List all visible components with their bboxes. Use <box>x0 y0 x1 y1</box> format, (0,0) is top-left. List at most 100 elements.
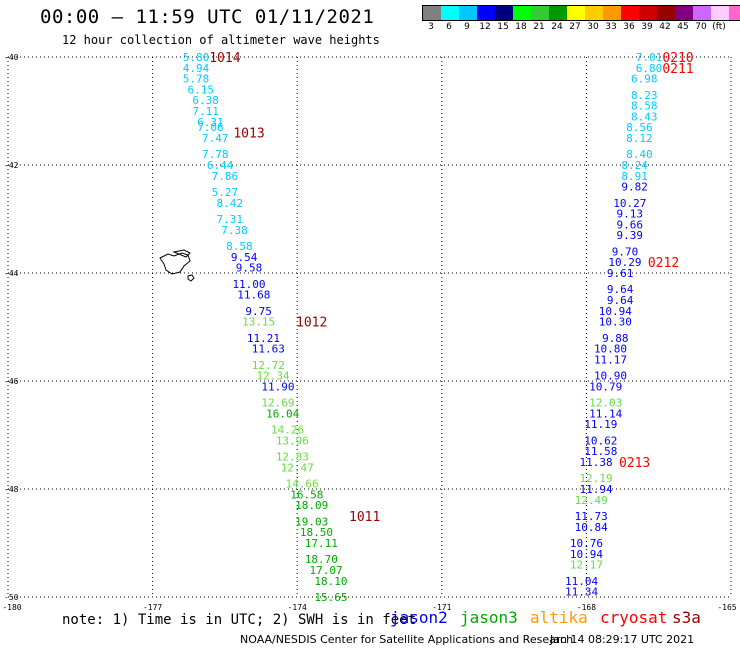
time-annotation: 1014 <box>209 51 240 66</box>
color-swatch <box>621 6 639 20</box>
wave-height-point: 10.84 <box>575 521 608 534</box>
color-swatch <box>423 6 441 20</box>
credit-line: NOAA/NESDIS Center for Satellite Applica… <box>240 633 574 646</box>
wave-height-point: 18.50 <box>300 526 333 539</box>
color-swatch <box>729 6 740 20</box>
wave-height-point: 11.90 <box>261 380 294 393</box>
x-tick-label: -165 <box>717 603 736 612</box>
color-scale-label: 9 <box>464 22 470 32</box>
wave-height-point: 9.39 <box>617 229 644 242</box>
wave-height-point: 10.30 <box>599 316 632 329</box>
wave-height-point: 9.61 <box>607 267 634 280</box>
time-annotation: 1011 <box>349 510 380 525</box>
wave-height-point: 12.72 <box>252 359 285 372</box>
wave-height-point: 11.19 <box>584 418 617 431</box>
wave-height-point: 12.34 <box>257 370 290 383</box>
legend-entry: jason2 <box>390 608 448 627</box>
color-swatch <box>531 6 549 20</box>
wave-height-point: 8.23 <box>631 89 658 102</box>
chatham-islands-outline <box>159 249 195 282</box>
y-tick-label: -42 <box>4 161 19 170</box>
wave-height-point: 5.27 <box>212 186 239 199</box>
wave-height-point: 11.94 <box>579 483 612 496</box>
color-swatch <box>495 6 513 20</box>
wave-height-point: 6.44 <box>207 159 234 172</box>
color-scale-label: (ft) <box>712 22 726 32</box>
legend-entry: jason3 <box>460 608 518 627</box>
wave-height-point: 6.80 <box>636 62 663 75</box>
x-tick-label: -174 <box>288 603 307 612</box>
wave-height-point: 16.04 <box>266 407 299 420</box>
island-shape <box>159 252 191 275</box>
y-tick-label: -40 <box>4 53 19 62</box>
color-swatch <box>585 6 603 20</box>
wave-height-point: 7.86 <box>212 170 239 183</box>
wave-height-point: 11.63 <box>252 343 285 356</box>
wave-height-point: 15.65 <box>314 591 347 604</box>
wave-height-point: 7.01 <box>636 51 663 64</box>
wave-height-point: 10.90 <box>594 370 627 383</box>
wave-height-point: 6.15 <box>188 83 215 96</box>
wave-height-point: 11.34 <box>565 586 598 599</box>
wave-height-point: 18.70 <box>305 553 338 566</box>
wave-height-point: 11.04 <box>565 575 598 588</box>
wave-height-point: 17.11 <box>305 537 338 550</box>
time-annotation: 1012 <box>296 316 327 331</box>
wave-height-point: 5.80 <box>183 51 210 64</box>
color-scale-label: 24 <box>551 22 563 32</box>
legend-entry: cryosat <box>600 608 668 627</box>
legend-entry: altika <box>530 608 588 627</box>
wave-height-point: 12.03 <box>589 397 622 410</box>
color-swatch <box>459 6 477 20</box>
time-annotation: 0212 <box>648 256 679 271</box>
color-scale-label: 27 <box>569 22 581 32</box>
wave-height-point: 10.29 <box>608 256 641 269</box>
wave-height-point: 8.58 <box>226 240 253 253</box>
wave-height-point: 10.94 <box>570 548 603 561</box>
time-annotation: 0211 <box>662 62 693 77</box>
wave-height-point: 10.27 <box>613 197 646 210</box>
x-tick-label: -180 <box>2 603 21 612</box>
wave-height-point: 12.19 <box>579 472 612 485</box>
wave-height-point: 11.21 <box>247 332 280 345</box>
wave-height-point: 14.26 <box>271 424 304 437</box>
wave-height-point: 9.88 <box>602 332 629 345</box>
time-annotation: 1013 <box>233 127 264 142</box>
wave-height-point: 7.38 <box>221 224 248 237</box>
chart-subtitle: 12 hour collection of altimeter wave hei… <box>62 33 380 47</box>
wave-height-point: 7.78 <box>202 148 229 161</box>
legend-entry: s3a <box>672 608 701 627</box>
color-swatch <box>513 6 531 20</box>
color-swatch <box>477 6 495 20</box>
color-scale-label: 21 <box>533 22 545 32</box>
wave-height-point: 13.96 <box>276 434 309 447</box>
color-swatch <box>657 6 675 20</box>
wave-height-point: 9.75 <box>245 305 272 318</box>
color-swatch <box>675 6 693 20</box>
wave-height-point: 11.17 <box>594 353 627 366</box>
wave-height-labels: 5.804.945.786.156.387.116.317.067.47 7.78… <box>183 51 663 604</box>
color-scale-label: 3 <box>428 22 434 32</box>
wave-height-point: 12.47 <box>281 461 314 474</box>
wave-height-point: 16.58 <box>290 488 323 501</box>
color-swatch <box>441 6 459 20</box>
wave-height-point: 8.42 <box>216 197 243 210</box>
wave-height-point: 7.11 <box>192 105 219 118</box>
generated-timestamp: Jan 14 08:29:17 UTC 2021 <box>550 633 695 646</box>
island-shape <box>172 249 191 258</box>
wave-height-point: 11.00 <box>232 278 265 291</box>
wave-height-point: 8.40 <box>626 148 653 161</box>
footnote: note: 1) Time is in UTC; 2) SWH is in fe… <box>62 612 417 628</box>
wave-height-point: 8.12 <box>626 132 653 145</box>
wave-height-point: 4.94 <box>183 62 210 75</box>
wave-height-point: 8.43 <box>631 110 658 123</box>
wave-height-point: 13.15 <box>242 316 275 329</box>
wave-height-point: 12.69 <box>261 397 294 410</box>
wave-height-point: 7.06 <box>197 121 224 134</box>
x-tick-label: -177 <box>143 603 162 612</box>
color-scale-bar <box>422 5 740 21</box>
color-scale-label: 15 <box>497 22 509 32</box>
wave-height-point: 9.66 <box>617 218 644 231</box>
color-scale-label: 39 <box>641 22 653 32</box>
